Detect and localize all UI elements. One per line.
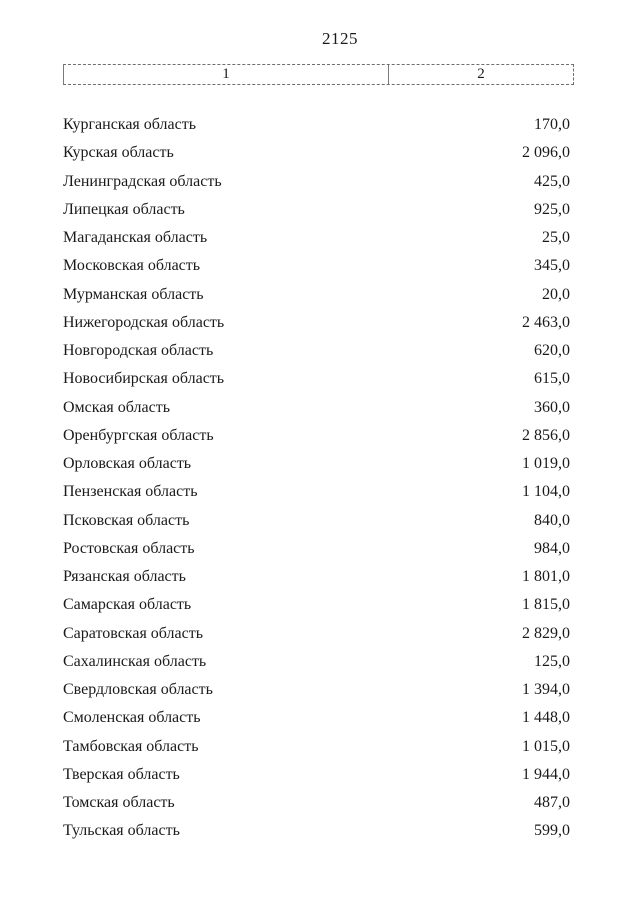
table-row: Московская область 345,0: [63, 252, 570, 280]
region-name: Пензенская область: [63, 483, 198, 501]
table-row: Сахалинская область 125,0: [63, 648, 570, 676]
region-value: 2 829,0: [522, 624, 570, 642]
region-value: 20,0: [542, 285, 570, 303]
region-value: 840,0: [534, 511, 570, 529]
region-value: 425,0: [534, 172, 570, 190]
region-value: 1 104,0: [522, 483, 570, 501]
region-name: Сахалинская область: [63, 652, 207, 670]
region-name: Ростовская область: [63, 539, 195, 557]
table-row: Новосибирская область 615,0: [63, 365, 570, 393]
table-row: Курганская область 170,0: [63, 111, 570, 139]
region-value: 1 019,0: [522, 455, 570, 473]
table-row: Оренбургская область 2 856,0: [63, 422, 570, 450]
region-value: 1 015,0: [522, 737, 570, 755]
region-name: Новосибирская область: [63, 370, 225, 388]
region-value: 2 856,0: [522, 426, 570, 444]
table-row: Нижегородская область 2 463,0: [63, 309, 570, 337]
table-row: Омская область 360,0: [63, 394, 570, 422]
region-value: 2 463,0: [522, 313, 570, 331]
table-row: Орловская область 1 019,0: [63, 450, 570, 478]
table-row: Тульская область 599,0: [63, 817, 570, 845]
page-number: 2125: [322, 29, 358, 48]
region-name: Саратовская область: [63, 624, 204, 642]
region-value: 1 801,0: [522, 568, 570, 586]
table-row: Ленинградская область 425,0: [63, 168, 570, 196]
region-name: Курская область: [63, 144, 174, 162]
table-row: Мурманская область 20,0: [63, 281, 570, 309]
table-row: Саратовская область 2 829,0: [63, 620, 570, 648]
region-value: 360,0: [534, 398, 570, 416]
table-row: Смоленская область 1 448,0: [63, 704, 570, 732]
table-row: Рязанская область 1 801,0: [63, 563, 570, 591]
region-name: Тульская область: [63, 822, 180, 840]
region-name: Новгородская область: [63, 342, 214, 360]
region-name: Курганская область: [63, 116, 197, 134]
table-row: Новгородская область 620,0: [63, 337, 570, 365]
table-row: Псковская область 840,0: [63, 507, 570, 535]
region-name: Самарская область: [63, 596, 192, 614]
region-value: 487,0: [534, 794, 570, 812]
table-row: Тверская область 1 944,0: [63, 761, 570, 789]
region-value: 345,0: [534, 257, 570, 275]
table-row: Курская область 2 096,0: [63, 139, 570, 167]
region-name: Свердловская область: [63, 681, 213, 699]
region-value: 1 394,0: [522, 681, 570, 699]
region-name: Томская область: [63, 794, 175, 812]
table-row: Самарская область 1 815,0: [63, 591, 570, 619]
table-row: Свердловская область 1 394,0: [63, 676, 570, 704]
region-value: 925,0: [534, 200, 570, 218]
region-name: Тверская область: [63, 765, 180, 783]
region-name: Московская область: [63, 257, 201, 275]
column-header-row: 1 2: [63, 64, 574, 85]
table-row: Томская область 487,0: [63, 789, 570, 817]
region-value: 599,0: [534, 822, 570, 840]
table-row: Пензенская область 1 104,0: [63, 478, 570, 506]
column-header-2: 2: [388, 65, 573, 84]
region-value: 125,0: [534, 652, 570, 670]
table-row: Ростовская область 984,0: [63, 535, 570, 563]
column-header-1: 1: [222, 66, 230, 82]
region-name: Нижегородская область: [63, 313, 225, 331]
region-value: 1 448,0: [522, 709, 570, 727]
region-name: Оренбургская область: [63, 426, 214, 444]
region-value: 2 096,0: [522, 144, 570, 162]
region-name: Смоленская область: [63, 709, 201, 727]
region-name: Магаданская область: [63, 229, 208, 247]
region-name: Ленинградская область: [63, 172, 222, 190]
region-name: Мурманская область: [63, 285, 204, 303]
table-row: Тамбовская область 1 015,0: [63, 733, 570, 761]
region-value: 615,0: [534, 370, 570, 388]
region-name: Липецкая область: [63, 200, 185, 218]
table-row: Магаданская область 25,0: [63, 224, 570, 252]
table-row: Липецкая область 925,0: [63, 196, 570, 224]
region-name: Омская область: [63, 398, 170, 416]
region-value: 25,0: [542, 229, 570, 247]
region-value: 620,0: [534, 342, 570, 360]
table-body: Курганская область 170,0 Курская область 2 …: [63, 111, 570, 846]
region-value: 170,0: [534, 116, 570, 134]
region-value: 984,0: [534, 539, 570, 557]
region-name: Орловская область: [63, 455, 192, 473]
region-name: Тамбовская область: [63, 737, 199, 755]
region-value: 1 815,0: [522, 596, 570, 614]
region-name: Рязанская область: [63, 568, 186, 586]
region-value: 1 944,0: [522, 765, 570, 783]
region-name: Псковская область: [63, 511, 190, 529]
